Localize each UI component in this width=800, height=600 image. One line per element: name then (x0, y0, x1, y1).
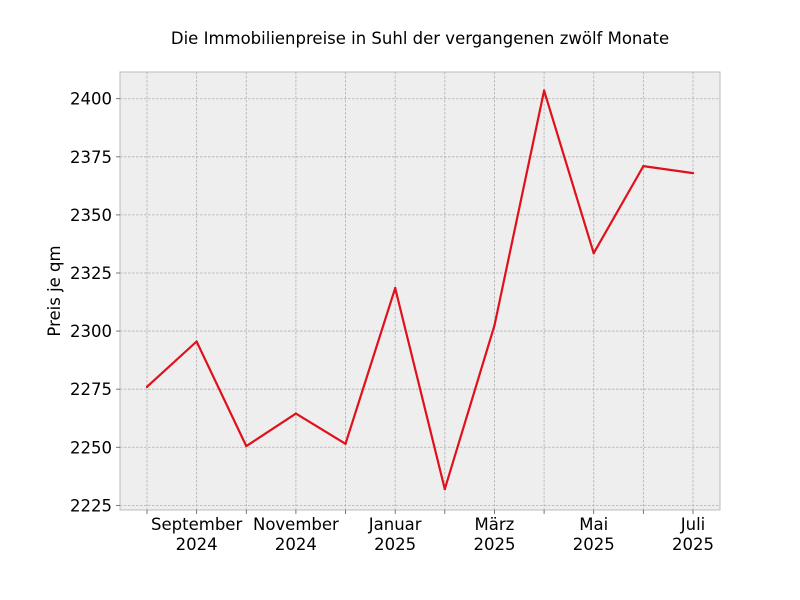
y-tick-label: 2375 (70, 148, 112, 167)
x-tick-label-month: Juli (680, 515, 706, 534)
data-point (443, 487, 447, 491)
y-tick-label: 2400 (70, 90, 112, 109)
x-tick-label-year: 2025 (573, 535, 615, 554)
y-tick-label: 2325 (70, 264, 112, 283)
axis-ticks (116, 98, 694, 514)
series-layer (145, 89, 695, 491)
x-tick-label-month: September (151, 515, 242, 534)
x-tick-label-month: Januar (368, 515, 422, 534)
y-tick-label: 2225 (70, 496, 112, 515)
chart-title: Die Immobilienpreise in Suhl der vergang… (171, 29, 669, 48)
y-tick-label: 2275 (70, 380, 112, 399)
data-point (642, 164, 645, 168)
x-tick-label-month: November (253, 515, 339, 534)
data-point (245, 444, 248, 448)
x-tick-label-month: März (475, 515, 515, 534)
x-tick-label-month: Mai (579, 515, 608, 534)
data-point (592, 252, 595, 255)
data-point (344, 442, 347, 445)
tick-labels: 2225 2250 2275 2300 2325 2350 2375 2400 Septembe… (70, 90, 714, 554)
series-line (146, 89, 694, 491)
data-point (493, 324, 496, 327)
data-point (691, 171, 695, 175)
plot-area (119, 71, 721, 511)
data-point (542, 89, 546, 92)
x-tick-label-year: 2024 (275, 535, 317, 554)
y-axis-label: Preis je qm (45, 245, 64, 336)
x-tick-label-year: 2025 (672, 535, 714, 554)
y-tick-label: 2250 (70, 438, 112, 457)
y-tick-label: 2300 (70, 322, 112, 341)
data-point (195, 340, 198, 343)
data-point (393, 286, 397, 290)
x-tick-label-year: 2025 (374, 535, 416, 554)
y-tick-label: 2350 (70, 206, 112, 225)
data-point (294, 412, 298, 415)
x-tick-label-year: 2024 (176, 535, 218, 554)
data-point (145, 385, 149, 389)
x-tick-label-year: 2025 (473, 535, 515, 554)
